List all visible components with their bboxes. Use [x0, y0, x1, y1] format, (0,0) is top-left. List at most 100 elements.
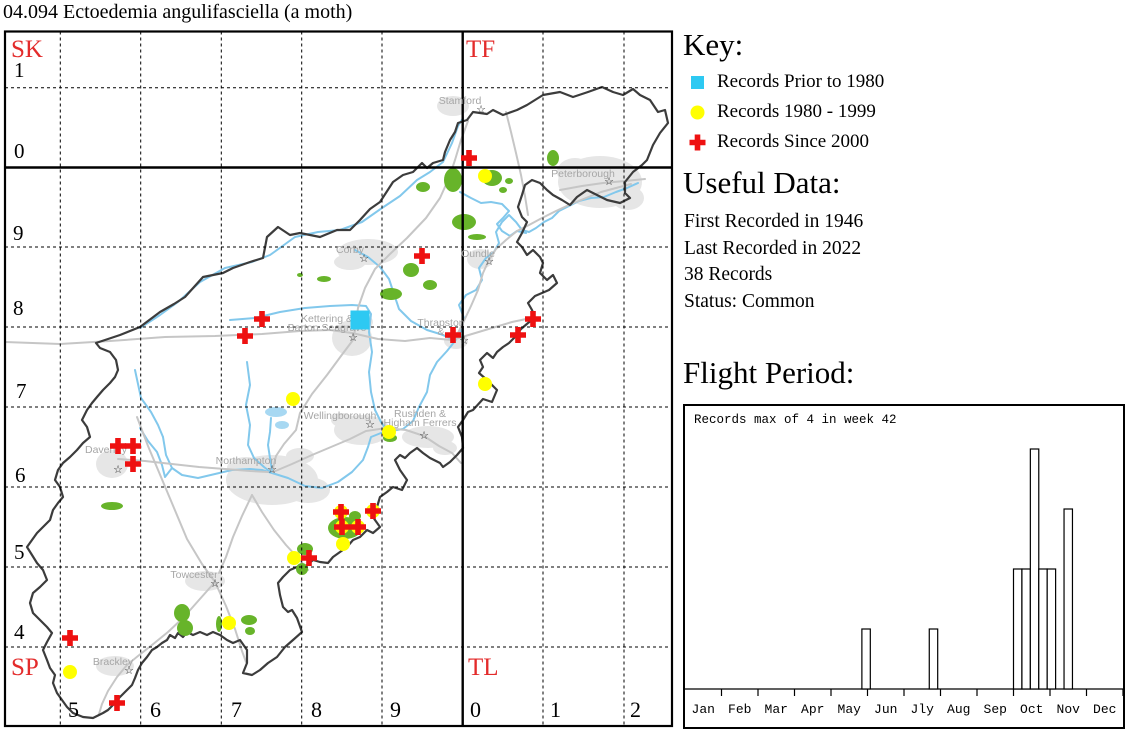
urban-area [334, 254, 366, 270]
a605-road [454, 183, 632, 340]
month-label: Mar [765, 702, 788, 717]
record-marker-1980-1999 [336, 537, 350, 551]
town-star-icon: ☆ [419, 430, 429, 442]
month-label: Jun [874, 702, 897, 717]
grid-square-label: SK [11, 36, 43, 63]
record-marker-1980-1999 [478, 169, 492, 183]
month-label: Sep [984, 702, 1007, 717]
legend-label: Records Since 2000 [717, 131, 869, 152]
woodland-patch [177, 620, 193, 636]
woodland-patch [499, 187, 507, 193]
flight-period-bar [1021, 568, 1031, 690]
record-marker-since-2000 [461, 150, 478, 166]
first-recorded-line: First Recorded in 1946 [684, 211, 864, 232]
town-star-icon: ☆ [476, 104, 486, 116]
distribution-map: Stamford☆Peterborough☆Corby☆ Oundle☆Kette… [3, 30, 674, 728]
record-marker-since-2000 [525, 311, 541, 328]
woodland-patch [296, 563, 308, 575]
woodland-patch [216, 616, 222, 632]
urban-area [286, 448, 314, 464]
grid-square-label: SP [11, 654, 39, 681]
urban-area [96, 656, 134, 676]
map-frame [3, 30, 674, 728]
record-marker-since-2000 [61, 630, 78, 646]
town-label: Higham Ferrers [384, 417, 457, 429]
grid-col-label: 9 [390, 697, 401, 722]
grid-row-label: 8 [13, 296, 24, 320]
month-label: Nov [1057, 702, 1081, 717]
town-label: Northampton [216, 455, 277, 467]
grid-col-label: 8 [311, 697, 322, 722]
grid-col-label: 0 [470, 697, 481, 722]
grid-row-label: 7 [16, 379, 27, 403]
town-star-icon: ☆ [267, 464, 277, 476]
flight-period-chart: Jan Feb Mar Apr May Jun Jly Aug Sep Oct Nov Dec Rec… [683, 404, 1125, 729]
month-label: Dec [1093, 702, 1116, 717]
town-label: Barton Seagrave [288, 322, 367, 334]
a1-road [505, 111, 529, 216]
kettering-northampton-road [272, 339, 354, 469]
record-marker-1980-1999 [287, 551, 301, 565]
town-star-icon: ☆ [124, 665, 134, 677]
record-count-line: 38 Records [684, 264, 773, 286]
woodland-patch [317, 276, 331, 282]
river-ise [229, 304, 388, 432]
town-star-icon: ☆ [359, 253, 369, 265]
month-label: Jly [911, 702, 935, 717]
woodland-patch [174, 604, 190, 622]
town-star-icon: ☆ [459, 335, 469, 347]
town-label: Oundle [461, 248, 495, 260]
reservoir [275, 421, 289, 429]
record-marker-since-2000 [414, 248, 431, 264]
daventry-stream [134, 369, 164, 438]
pitsford-stream [267, 417, 273, 471]
urban-area [557, 158, 593, 186]
grid-row-label: 9 [13, 221, 24, 245]
red-cross-glyph [689, 134, 706, 150]
record-marker-1980-1999 [222, 616, 236, 630]
a45-east-road [272, 427, 462, 473]
grid-col-label: 1 [550, 697, 561, 722]
stamford-kettering-road [352, 120, 469, 341]
woodland-patch [547, 150, 559, 166]
record-marker-since-2000 [237, 328, 253, 345]
woodland-patch [468, 234, 486, 240]
town-star-icon: ☆ [604, 176, 614, 188]
grid-col-label: 2 [630, 697, 641, 722]
harpers-brook [354, 249, 451, 339]
brampton-arm [245, 361, 273, 474]
town-label: Towcester [170, 569, 218, 581]
town-label: Kettering & [301, 313, 353, 325]
town-label: Corby [336, 244, 365, 256]
woodland-patch [101, 502, 123, 510]
record-marker-since-2000 [301, 550, 318, 566]
flight-period-bar [1046, 568, 1057, 690]
urban-area [433, 441, 457, 455]
page-title: 04.094 Ectoedemia angulifasciella (a mot… [3, 1, 353, 23]
a45-west-road [117, 458, 269, 473]
flight-period-bar [928, 628, 939, 690]
legend-item-prior-1980: Records Prior to 1980 [689, 71, 884, 93]
flight-period-bar [1038, 568, 1048, 690]
record-marker-prior-1980 [350, 310, 370, 330]
woodland-patch [349, 511, 361, 521]
town-label: Rushden & [394, 408, 446, 420]
town-label: Peterborough [551, 168, 615, 180]
legend-item-since-2000: Records Since 2000 [689, 131, 869, 153]
record-marker-since-2000 [333, 504, 350, 520]
urban-area [96, 450, 128, 478]
yellow-circle-glyph [690, 105, 705, 119]
a5-road [136, 416, 247, 663]
legend-label: Records 1980 - 1999 [717, 101, 876, 122]
record-marker-since-2000 [125, 438, 141, 455]
grid-col-label: 7 [231, 697, 242, 722]
grid-row-label: 0 [14, 139, 25, 163]
month-label: Apr [801, 702, 824, 717]
record-marker-since-2000 [445, 327, 462, 344]
peterborough-road [559, 178, 646, 191]
urban-area [185, 571, 225, 591]
flight-period-bar [1012, 568, 1023, 690]
town-star-icon: ☆ [348, 332, 358, 344]
flight-period-bar [1029, 448, 1040, 690]
